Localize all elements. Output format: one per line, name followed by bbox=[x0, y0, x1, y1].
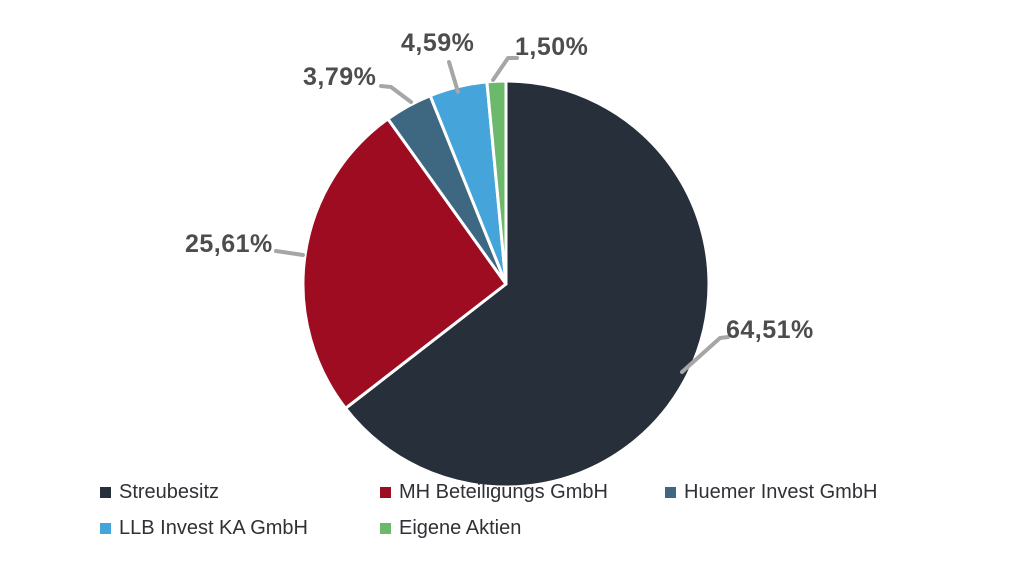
pie-slice-eigene-aktien[interactable] bbox=[485, 79, 508, 286]
legend-swatch-huemer-invest bbox=[665, 486, 676, 498]
legend-label-llb-invest: LLB Invest KA GmbH bbox=[119, 517, 308, 539]
legend-item-mh-beteiligungs: MH Beteiligungs GmbH bbox=[380, 481, 608, 503]
leader-line-huemer-invest bbox=[379, 84, 413, 104]
legend-swatch-eigene-aktien bbox=[380, 522, 391, 534]
leader-lines-group bbox=[274, 56, 730, 374]
leader-line-streubesitz bbox=[680, 335, 730, 374]
pie-slice-mh-beteiligungs-gmbh[interactable] bbox=[301, 117, 508, 410]
percentage-label-mh-beteiligungs: 25,61% bbox=[185, 230, 273, 258]
legend-label-mh-beteiligungs: MH Beteiligungs GmbH bbox=[399, 481, 608, 503]
legend-swatch-mh-beteiligungs bbox=[380, 486, 391, 498]
legend-label-huemer-invest: Huemer Invest GmbH bbox=[684, 481, 878, 503]
percentage-label-eigene-aktien: 1,50% bbox=[515, 33, 589, 61]
leader-line-mh-beteiligungs bbox=[274, 249, 305, 257]
legend-label-eigene-aktien: Eigene Aktien bbox=[399, 517, 522, 539]
legend-item-llb-invest: LLB Invest KA GmbH bbox=[100, 517, 308, 539]
legend-swatch-llb-invest bbox=[100, 522, 111, 534]
percentage-label-streubesitz: 64,51% bbox=[726, 316, 814, 344]
leader-line-eigene-aktien bbox=[491, 56, 519, 82]
legend-item-huemer-invest: Huemer Invest GmbH bbox=[665, 481, 877, 503]
legend-swatch-streubesitz bbox=[100, 486, 111, 498]
leader-line-llb-invest bbox=[447, 60, 460, 94]
legend-label-streubesitz: Streubesitz bbox=[119, 481, 220, 503]
legend-item-eigene-aktien: Eigene Aktien bbox=[380, 517, 521, 539]
legend-item-streubesitz: Streubesitz bbox=[100, 481, 219, 503]
percentage-label-huemer-invest: 3,79% bbox=[303, 63, 377, 91]
percentage-label-llb-invest: 4,59% bbox=[401, 29, 475, 57]
pie-slice-streubesitz[interactable] bbox=[344, 79, 711, 489]
pie-slices-group bbox=[301, 79, 711, 489]
